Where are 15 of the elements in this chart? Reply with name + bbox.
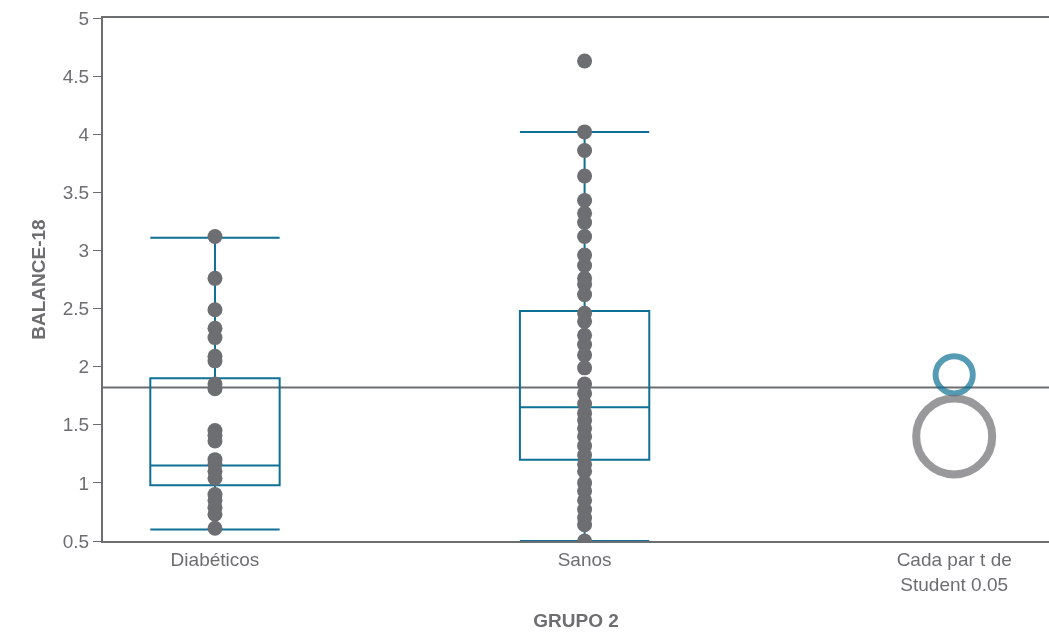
x-axis-title: GRUPO 2 [533, 609, 619, 631]
y-tick-label: 5 [78, 7, 90, 29]
y-tick-label: 4 [78, 123, 90, 145]
y-tick-label: 3 [78, 240, 90, 262]
x-tick-label: Cada par t de Student 0.05 [896, 548, 1012, 595]
y-tick-label: 2.5 [62, 298, 90, 320]
y-tick-label: 1.5 [62, 414, 90, 436]
y-tick-label: 4.5 [62, 65, 90, 87]
y-axis-title: BALANCE-18 [28, 219, 50, 340]
y-tick-label: 1 [78, 472, 90, 494]
x-tick-label: Diabéticos [170, 548, 260, 570]
y-tick-label: 2 [78, 356, 90, 378]
y-tick-label: 3.5 [62, 181, 90, 203]
x-tick-label: Sanos [557, 548, 612, 570]
y-tick-label: 0.5 [62, 530, 90, 552]
